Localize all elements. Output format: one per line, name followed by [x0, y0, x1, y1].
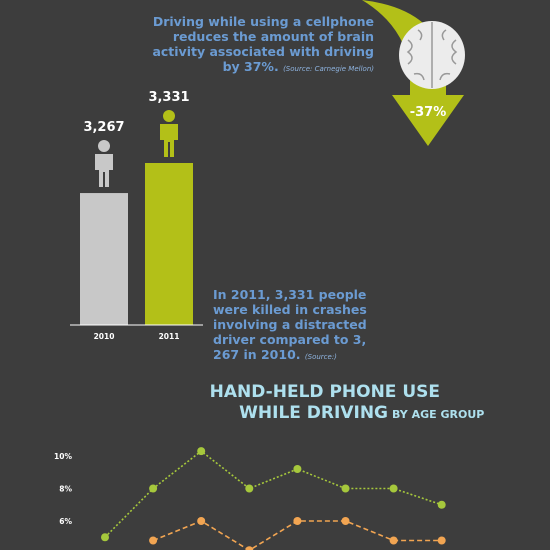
point	[293, 465, 302, 473]
point	[149, 484, 158, 493]
y-tick-label: 10%	[54, 452, 72, 461]
note-source: (Source:)	[304, 353, 337, 361]
person-head	[163, 110, 175, 122]
title-line: HAND-HELD PHONE USE	[210, 382, 440, 402]
bar-note: In 2011, 3,331 people were killed in cra…	[213, 287, 393, 365]
y-tick-label: 6%	[59, 517, 72, 526]
x-tick-label: 2011	[159, 332, 180, 341]
person-body	[160, 124, 178, 157]
point	[293, 517, 302, 525]
point	[245, 546, 254, 550]
point	[101, 533, 109, 542]
fact-source: (Source: Carnegie Mellon)	[283, 65, 374, 73]
person-icon	[160, 110, 178, 157]
bar	[145, 163, 193, 325]
brain-fact: Driving while using a cellphone reduces …	[134, 14, 374, 77]
fact-text: Driving while using a cellphone reduces …	[152, 14, 374, 74]
point	[437, 500, 446, 509]
person-icon	[95, 140, 113, 188]
point	[197, 447, 206, 456]
point	[437, 536, 446, 545]
brain-folds	[406, 22, 458, 88]
chart-title: WHILE DRIVING	[239, 403, 388, 423]
value-label: 3,267	[83, 120, 124, 135]
series-line	[104, 450, 442, 538]
point	[389, 484, 398, 493]
person-body	[95, 154, 113, 188]
point	[341, 484, 350, 493]
point	[197, 517, 206, 525]
badge: -37%	[410, 105, 447, 120]
x-tick-label: 2010	[94, 332, 115, 341]
person-head	[98, 140, 110, 153]
value-label: 3,331	[148, 90, 189, 105]
y-tick-label: 8%	[59, 485, 72, 494]
chart-title: HAND-HELD PHONE USE	[210, 382, 440, 402]
chart-subtitle: BY AGE GROUP	[392, 408, 484, 421]
point	[245, 484, 254, 493]
series-line	[152, 520, 442, 550]
point	[149, 536, 158, 545]
note-text: In 2011, 3,331 people were killed in cra…	[213, 287, 367, 362]
point	[341, 517, 350, 525]
point	[389, 536, 398, 545]
bar	[80, 193, 128, 325]
